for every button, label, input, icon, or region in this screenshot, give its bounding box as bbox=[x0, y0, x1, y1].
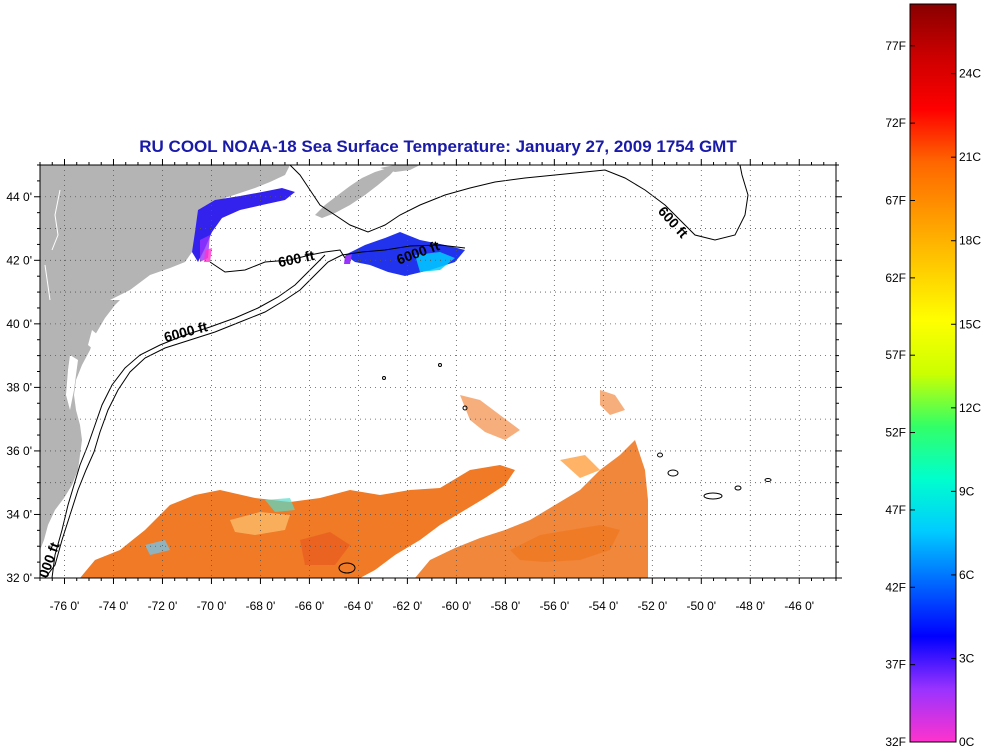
y-tick-label: 40 0' bbox=[6, 317, 32, 331]
land-cape-breton bbox=[380, 165, 420, 172]
colorbar-c-label: 9C bbox=[959, 484, 975, 498]
y-tick-label: 38 0' bbox=[6, 380, 32, 394]
gulf-of-maine-coast bbox=[44, 189, 61, 301]
colorbar-c-label: 6C bbox=[959, 568, 975, 582]
chesapeake-bay bbox=[66, 355, 78, 410]
long-island-sound bbox=[110, 278, 160, 300]
x-axis-ticks: -76 0' -74 0' -72 0' -70 0' -68 0' -66 0' -64 … bbox=[39, 159, 837, 613]
contour-600ft bbox=[289, 165, 749, 241]
x-tick-label: -64 0' bbox=[344, 599, 374, 613]
depth-contour-label: 600 ft bbox=[655, 203, 692, 241]
x-tick-label: -74 0' bbox=[99, 599, 129, 613]
temperature-colorbar: 77F 72F 67F 62F 57F 52F 47F 42F 37F 32F 24C 21C 18C… bbox=[885, 3, 981, 749]
seamount-contours bbox=[338, 363, 772, 574]
y-tick-label: 32 0' bbox=[6, 571, 32, 585]
x-tick-label: -66 0' bbox=[295, 599, 325, 613]
map-title: RU COOL NOAA-18 Sea Surface Temperature:… bbox=[139, 137, 737, 156]
colorbar-c-label: 3C bbox=[959, 651, 975, 665]
colorbar-f-label: 67F bbox=[885, 193, 906, 207]
x-tick-label: -60 0' bbox=[442, 599, 472, 613]
x-tick-label: -52 0' bbox=[637, 599, 667, 613]
colorbar-c-label: 0C bbox=[959, 735, 975, 749]
x-tick-label: -50 0' bbox=[686, 599, 716, 613]
colorbar-f-label: 72F bbox=[885, 116, 906, 130]
x-tick-label: -54 0' bbox=[588, 599, 618, 613]
colorbar-f-label: 62F bbox=[885, 271, 906, 285]
colorbar-celsius-labels: 24C 21C 18C 15C 12C 9C 6C 3C 0C bbox=[951, 67, 981, 749]
sst-cold-patches bbox=[192, 188, 465, 276]
colorbar-f-label: 37F bbox=[885, 658, 906, 672]
colorbar-c-label: 15C bbox=[959, 317, 981, 331]
x-tick-label: -62 0' bbox=[393, 599, 423, 613]
contour-6000ft bbox=[44, 244, 466, 578]
colorbar-c-label: 24C bbox=[959, 67, 981, 81]
y-tick-label: 36 0' bbox=[6, 444, 32, 458]
colorbar-f-label: 47F bbox=[885, 503, 906, 517]
depth-contour-label: 600 ft bbox=[277, 247, 316, 270]
colorbar-f-label: 32F bbox=[885, 735, 906, 749]
colorbar-f-label: 42F bbox=[885, 580, 906, 594]
x-tick-label: -46 0' bbox=[784, 599, 814, 613]
y-axis-ticks: 44 0' 42 0' 40 0' 38 0' 36 0' 34 0' 32 0' bbox=[6, 164, 842, 585]
x-tick-label: -76 0' bbox=[50, 599, 80, 613]
sst-warm-patches bbox=[80, 390, 648, 578]
depth-contour-label: 6000 ft bbox=[32, 540, 62, 587]
colorbar-c-label: 18C bbox=[959, 234, 981, 248]
x-tick-label: -70 0' bbox=[197, 599, 227, 613]
x-tick-label: -58 0' bbox=[491, 599, 521, 613]
y-tick-label: 44 0' bbox=[6, 190, 32, 204]
x-tick-label: -56 0' bbox=[540, 599, 570, 613]
colorbar-f-label: 57F bbox=[885, 348, 906, 362]
colorbar-gradient bbox=[909, 3, 957, 743]
colorbar-c-label: 21C bbox=[959, 150, 981, 164]
colorbar-fahrenheit-labels: 77F 72F 67F 62F 57F 52F 47F 42F 37F 32F bbox=[885, 39, 915, 749]
y-tick-label: 42 0' bbox=[6, 253, 32, 267]
colorbar-f-label: 52F bbox=[885, 426, 906, 440]
x-tick-label: -48 0' bbox=[735, 599, 765, 613]
contour-600ft-shelf bbox=[51, 254, 326, 578]
delaware-bay bbox=[88, 330, 98, 350]
x-tick-label: -68 0' bbox=[246, 599, 276, 613]
y-tick-label: 34 0' bbox=[6, 507, 32, 521]
land-north-america bbox=[40, 165, 290, 550]
colorbar-f-label: 77F bbox=[885, 39, 906, 53]
colorbar-c-label: 12C bbox=[959, 401, 981, 415]
x-tick-label: -72 0' bbox=[148, 599, 178, 613]
land-nova-scotia bbox=[315, 166, 398, 218]
